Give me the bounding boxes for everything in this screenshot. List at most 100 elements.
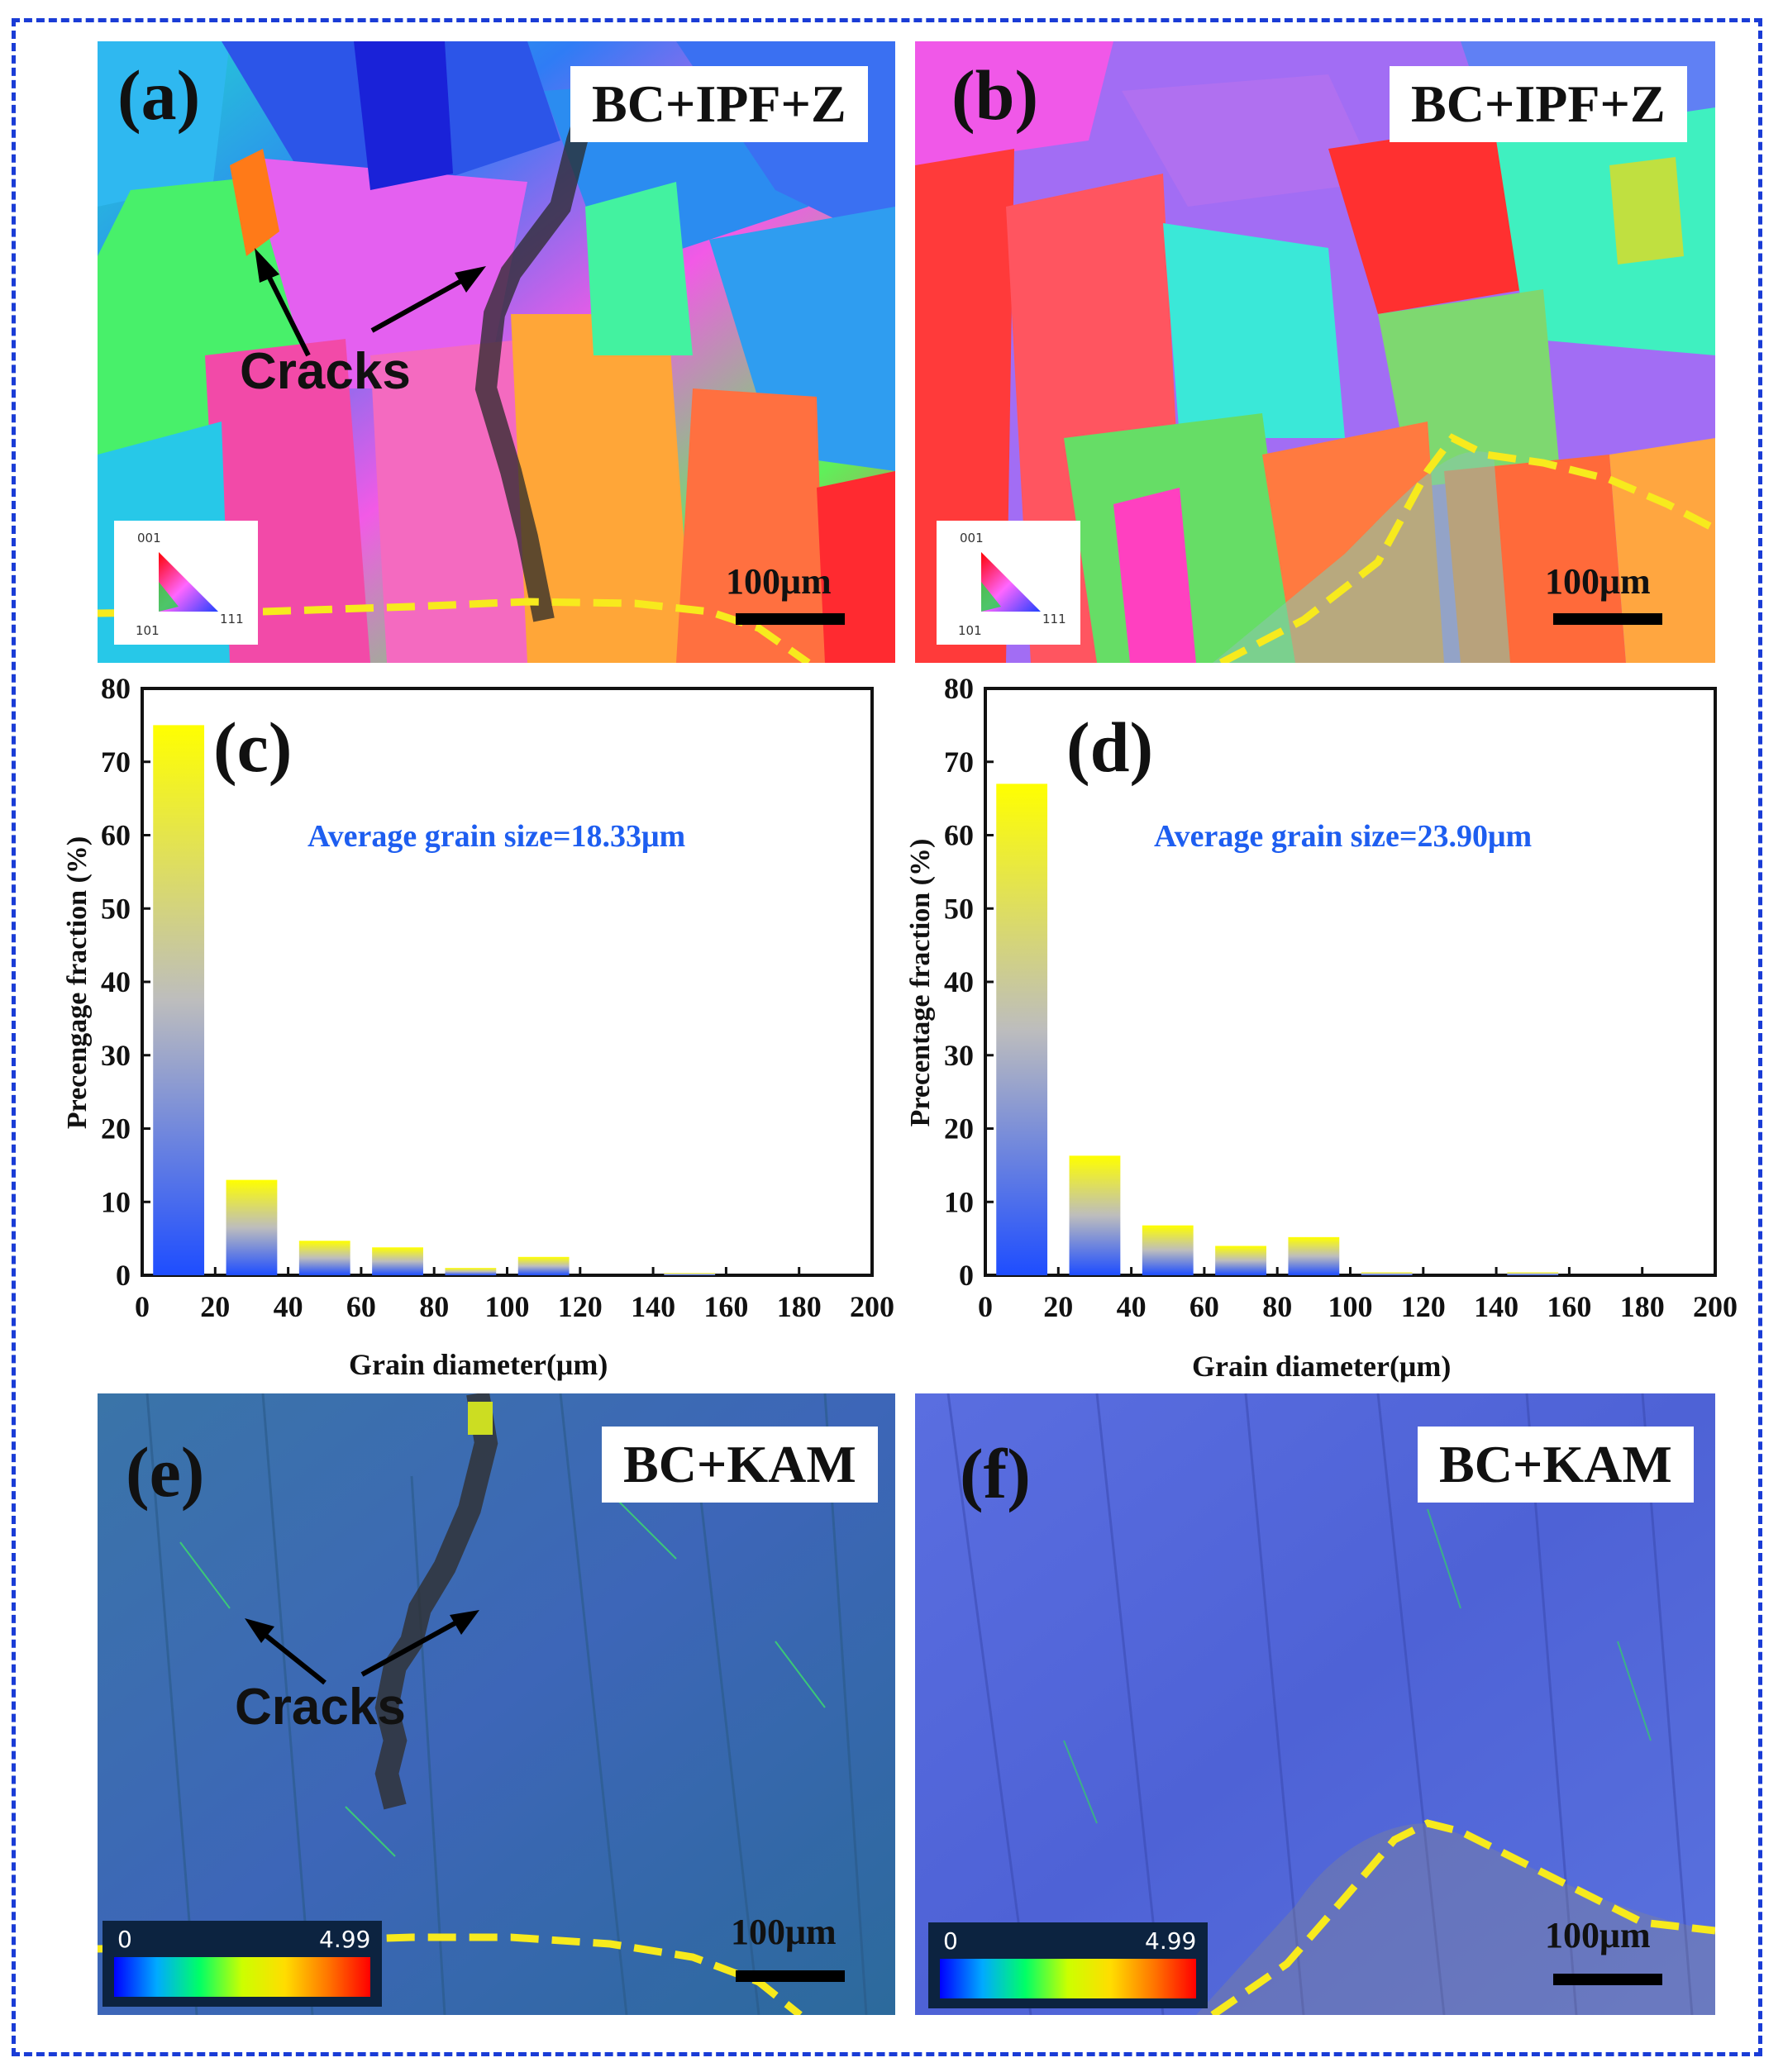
average-grain-size-c: Average grain size=18.33μm bbox=[307, 819, 686, 854]
histogram-bar bbox=[1288, 1236, 1340, 1275]
panel-f-label: (f) bbox=[960, 1434, 1031, 1513]
histogram-bar bbox=[372, 1247, 423, 1275]
ipf-key-101: 101 bbox=[958, 623, 982, 638]
y-tick-label: 50 bbox=[944, 892, 974, 925]
ipf-color-key-a: 001 101 111 bbox=[114, 521, 258, 645]
x-tick-label: 140 bbox=[1474, 1290, 1518, 1323]
scale-bar-a bbox=[736, 613, 845, 625]
y-tick-label: 10 bbox=[101, 1185, 131, 1218]
kam-color-scale-f: 0 4.99 bbox=[928, 1922, 1208, 2008]
histogram-bar bbox=[664, 1273, 716, 1275]
panel-b-ebsd-map: (b) BC+IPF+Z 001 101 111 100μm bbox=[915, 41, 1715, 663]
y-tick-label: 70 bbox=[101, 745, 131, 779]
x-tick-label: 200 bbox=[1693, 1290, 1738, 1323]
y-tick-label: 80 bbox=[944, 672, 974, 705]
x-tick-label: 20 bbox=[200, 1290, 230, 1323]
y-tick-label: 20 bbox=[944, 1112, 974, 1146]
histogram-bar bbox=[1142, 1225, 1194, 1275]
y-tick-label: 80 bbox=[101, 672, 131, 705]
histogram-bar bbox=[226, 1179, 278, 1275]
grain-size-histogram-d: 0 20 40 60 80 100 120 140 160 180 200 0 10 20 30 40 50 60… bbox=[944, 672, 1738, 1323]
scale-bar-label-b: 100μm bbox=[1545, 561, 1651, 602]
crack-arrows-e bbox=[245, 1610, 479, 1685]
y-tick-label: 30 bbox=[944, 1039, 974, 1072]
y-tick-label: 60 bbox=[101, 819, 131, 852]
y-tick-label: 20 bbox=[101, 1112, 131, 1146]
y-tick-label: 0 bbox=[116, 1259, 131, 1292]
y-tick-label: 40 bbox=[101, 965, 131, 998]
y-axis-label-c: Precengage fraction (%) bbox=[62, 836, 93, 1130]
crack-arrows-a bbox=[255, 248, 486, 357]
histogram-bar bbox=[1361, 1272, 1413, 1275]
x-tick-label: 40 bbox=[274, 1290, 303, 1323]
scale-bar-f bbox=[1553, 1974, 1662, 1985]
x-tick-label: 160 bbox=[1547, 1290, 1591, 1323]
ipf-color-key-b: 001 101 111 bbox=[937, 521, 1080, 645]
y-axis-label-d: Precentage fraction (%) bbox=[905, 838, 936, 1127]
scale-bar-e bbox=[736, 1970, 845, 1982]
x-tick-label: 160 bbox=[703, 1290, 748, 1323]
y-tick-label: 50 bbox=[101, 892, 131, 925]
kam-scale-min: 0 bbox=[943, 1927, 958, 1955]
histogram-bar bbox=[996, 784, 1048, 1275]
x-tick-label: 180 bbox=[777, 1290, 822, 1323]
x-axis-label-c: Grain diameter(μm) bbox=[349, 1348, 608, 1381]
histogram-bar bbox=[153, 725, 205, 1275]
x-tick-label: 200 bbox=[850, 1290, 894, 1323]
x-axis-label-d: Grain diameter(μm) bbox=[1192, 1350, 1452, 1383]
panel-e-label: (e) bbox=[126, 1432, 205, 1512]
y-tick-label: 30 bbox=[101, 1039, 131, 1072]
histogram-bar bbox=[298, 1241, 350, 1275]
histogram-bar bbox=[1069, 1155, 1121, 1275]
panel-a-mode-label: BC+IPF+Z bbox=[570, 66, 868, 142]
histogram-bar bbox=[445, 1268, 497, 1275]
panel-e-kam-map: (e) BC+KAM Cracks 0 4.99 100μm bbox=[98, 1393, 895, 2015]
x-tick-label: 100 bbox=[1328, 1290, 1373, 1323]
x-tick-label: 0 bbox=[135, 1290, 150, 1323]
x-tick-label: 100 bbox=[485, 1290, 530, 1323]
y-tick-label: 10 bbox=[944, 1185, 974, 1218]
x-tick-label: 120 bbox=[1401, 1290, 1446, 1323]
ipf-key-111: 111 bbox=[220, 612, 244, 626]
ipf-key-001: 001 bbox=[960, 531, 984, 545]
x-tick-label: 120 bbox=[558, 1290, 603, 1323]
x-tick-label: 60 bbox=[1189, 1290, 1219, 1323]
figure-frame bbox=[12, 18, 1762, 2056]
x-tick-label: 80 bbox=[1262, 1290, 1292, 1323]
chart-d: 0 20 40 60 80 100 120 140 160 180 200 0 10 20 30 40 50 60… bbox=[884, 669, 1744, 1397]
ipf-triangle-icon bbox=[159, 552, 218, 612]
y-tick-label: 0 bbox=[959, 1259, 974, 1292]
panel-f-mode-label: BC+KAM bbox=[1418, 1427, 1694, 1503]
panel-a-label: (a) bbox=[117, 55, 201, 135]
cracks-label-a: Cracks bbox=[240, 343, 411, 400]
x-tick-label: 40 bbox=[1117, 1290, 1147, 1323]
x-tick-label: 60 bbox=[346, 1290, 376, 1323]
ipf-key-001: 001 bbox=[137, 531, 161, 545]
histogram-bar bbox=[1507, 1272, 1559, 1275]
kam-scale-max: 4.99 bbox=[1145, 1927, 1197, 1955]
y-tick-label: 70 bbox=[944, 745, 974, 779]
chart-d-label: (d) bbox=[1066, 707, 1154, 787]
kam-scale-max: 4.99 bbox=[319, 1926, 371, 1953]
scale-bar-label-e: 100μm bbox=[731, 1912, 837, 1952]
x-tick-label: 0 bbox=[978, 1290, 993, 1323]
panel-b-label: (b) bbox=[951, 55, 1039, 135]
y-tick-label: 60 bbox=[944, 819, 974, 852]
y-tick-label: 40 bbox=[944, 965, 974, 998]
scale-bar-label-a: 100μm bbox=[726, 561, 832, 602]
kam-gradient-bar bbox=[114, 1957, 370, 1997]
ipf-key-111: 111 bbox=[1042, 612, 1066, 626]
panel-f-kam-map: (f) BC+KAM 0 4.99 100μm bbox=[915, 1393, 1715, 2015]
x-tick-label: 80 bbox=[419, 1290, 449, 1323]
average-grain-size-d: Average grain size=23.90μm bbox=[1154, 819, 1533, 854]
chart-c: 0 20 40 60 80 100 120 140 160 180 200 0 10 20 30 40 50 60… bbox=[41, 669, 901, 1397]
scale-bar-b bbox=[1553, 613, 1662, 625]
histogram-bar bbox=[1215, 1246, 1266, 1275]
x-tick-label: 20 bbox=[1043, 1290, 1073, 1323]
kam-color-scale-e: 0 4.99 bbox=[102, 1921, 382, 2007]
panel-e-mode-label: BC+KAM bbox=[602, 1427, 878, 1503]
ipf-key-101: 101 bbox=[136, 623, 160, 638]
chart-c-label: (c) bbox=[213, 707, 293, 787]
panel-b-mode-label: BC+IPF+Z bbox=[1390, 66, 1687, 142]
panel-a-ebsd-map: (a) BC+IPF+Z Cracks 001 101 111 100μm bbox=[98, 41, 895, 663]
